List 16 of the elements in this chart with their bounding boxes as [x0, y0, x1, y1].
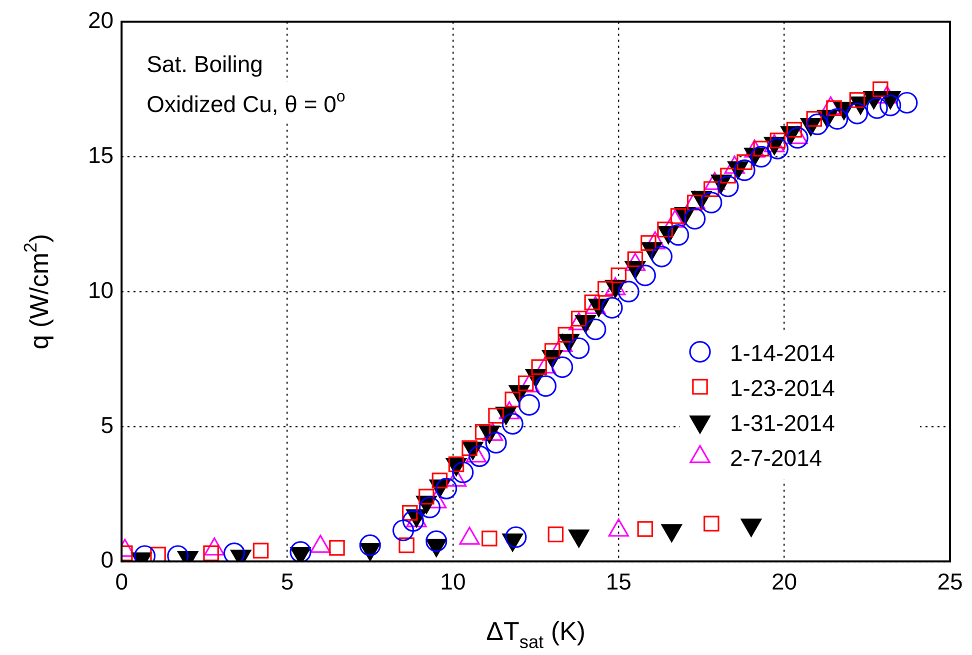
y-tick-label: 10 — [88, 276, 114, 303]
y-tick-label: 5 — [100, 412, 114, 438]
x-tick-label: 20 — [772, 568, 798, 595]
annotation: Sat. Boiling — [146, 50, 263, 77]
legend-label: 1-23-2014 — [730, 374, 836, 401]
x-tick-label: 5 — [280, 568, 294, 595]
legend-label: 1-14-2014 — [730, 340, 836, 366]
x-tick-label: 10 — [440, 568, 466, 595]
legend-label: 2-7-2014 — [730, 444, 822, 471]
y-tick-label: 15 — [88, 142, 114, 168]
x-tick-label: 25 — [937, 568, 963, 595]
y-tick-label: 20 — [88, 7, 114, 34]
y-axis-title: q (W/cm2) — [20, 234, 54, 350]
y-tick-label: 0 — [100, 546, 114, 573]
legend-label: 1-31-2014 — [730, 410, 836, 436]
x-tick-label: 15 — [606, 568, 632, 595]
